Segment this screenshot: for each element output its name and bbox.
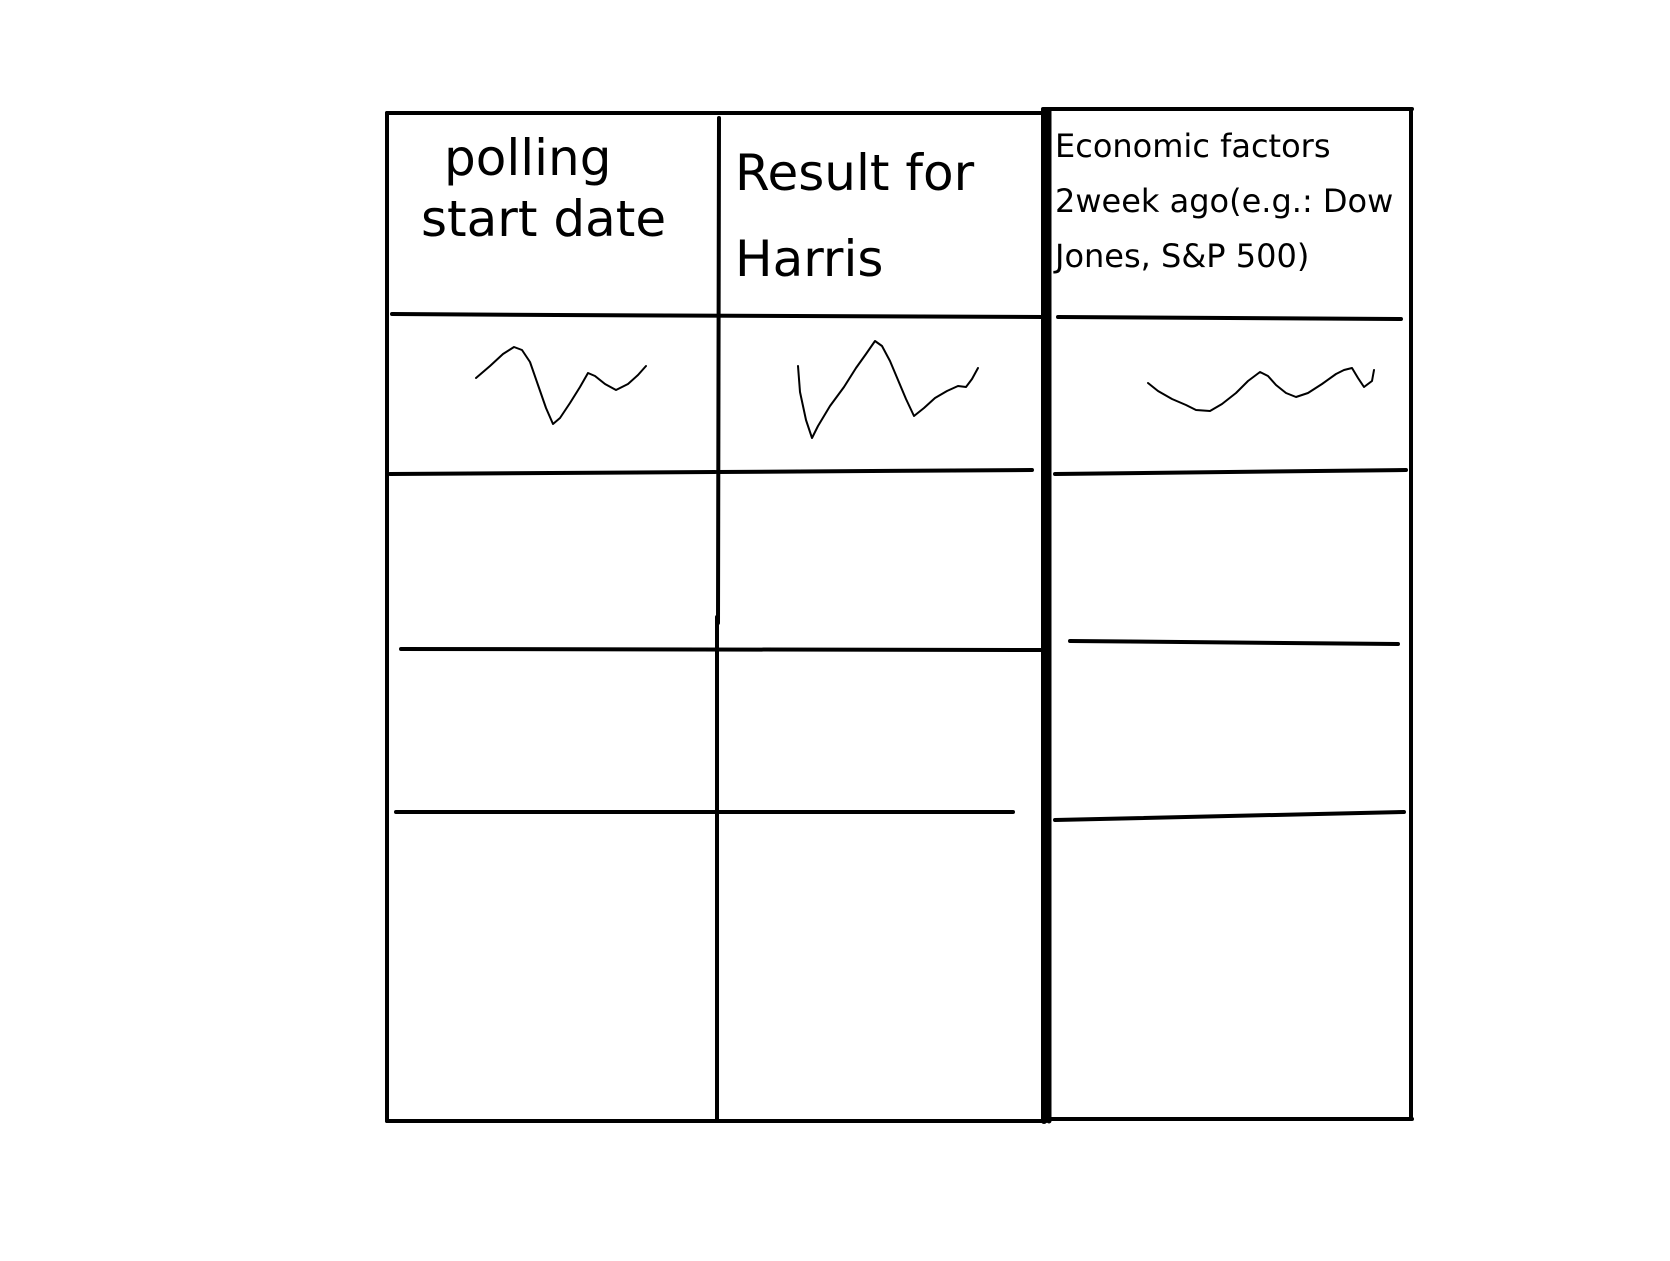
- sparkline-sketches: [475, 340, 1375, 439]
- header-polling-line-2: start date: [421, 190, 667, 248]
- row-dividers: [388, 312, 1408, 822]
- column-divider-1-upper: [716, 116, 721, 625]
- row-divider-header-b: [554, 313, 1045, 319]
- sparkline-economic: [1147, 367, 1375, 412]
- column-dividers: [715, 107, 1052, 1124]
- row-divider-header-a: [390, 312, 558, 317]
- sparkline-polling: [475, 346, 647, 425]
- header-polling-line-1: polling: [444, 129, 612, 187]
- row-divider-3a: [399, 647, 1046, 652]
- row-divider-3b: [1068, 639, 1400, 646]
- header-economic-line-2: 2week ago(e.g.: Dow: [1055, 182, 1394, 220]
- row-divider-header-c: [1056, 315, 1403, 321]
- header-economic-line-3: Jones, S&P 500): [1055, 237, 1310, 275]
- header-result-line-1: Result for: [735, 144, 975, 202]
- row-divider-2a: [388, 470, 717, 476]
- header-result-line-2: Harris: [735, 230, 884, 288]
- table-outer-border: [385, 107, 1414, 1123]
- row-divider-4b: [1053, 810, 1406, 822]
- header-economic-line-1: Economic factors: [1055, 127, 1331, 165]
- row-divider-2c: [1053, 468, 1408, 476]
- sparkline-harris: [797, 340, 979, 439]
- row-divider-2b: [715, 468, 1034, 474]
